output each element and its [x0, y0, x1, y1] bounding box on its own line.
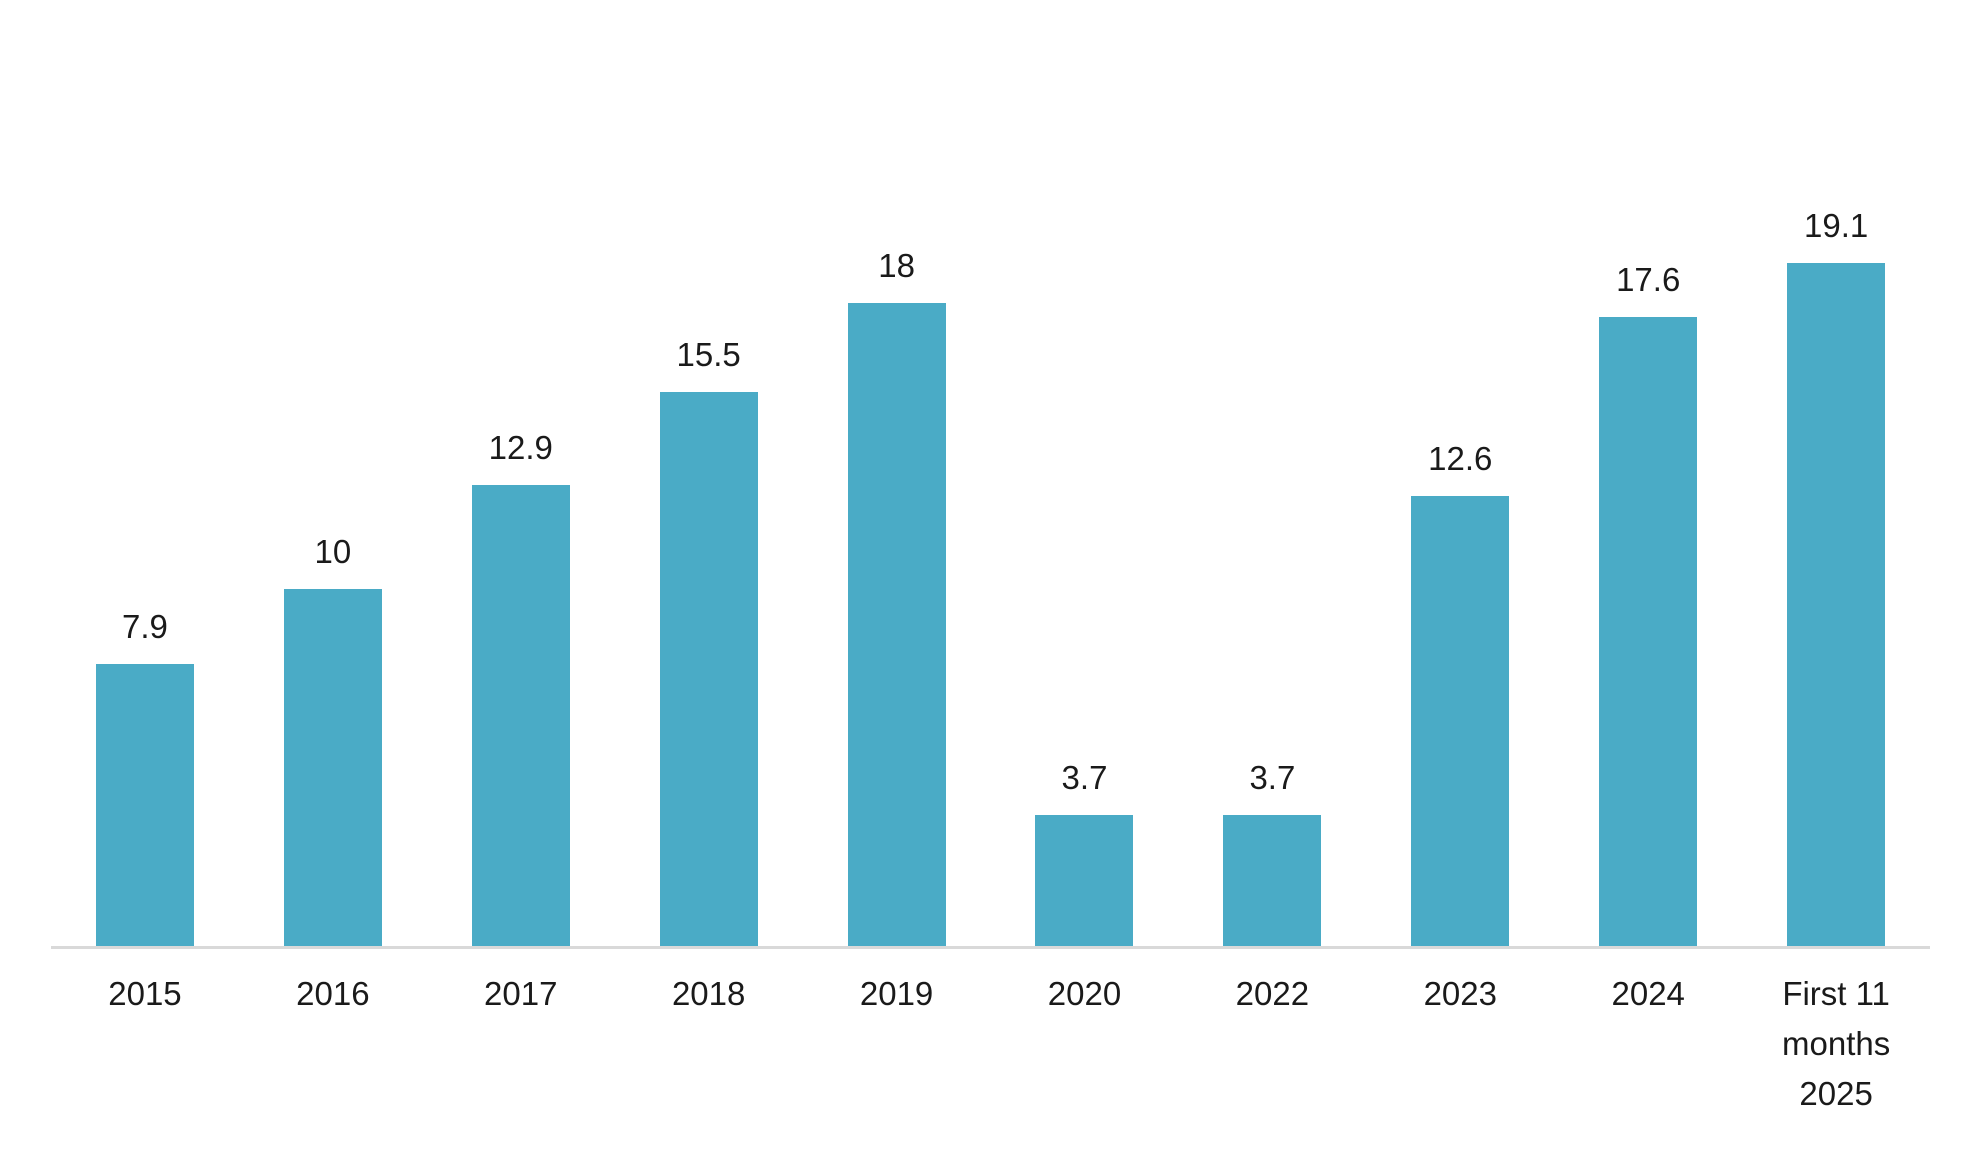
x-axis-tick-label-text: 2022 [1235, 975, 1310, 1012]
x-axis-tick-label-text: 2024 [1611, 975, 1685, 1012]
x-axis-tick-label: 2023 [1366, 969, 1554, 1119]
bar [847, 303, 946, 947]
x-axis-tick-label-text: 2016 [296, 975, 370, 1012]
bar [95, 664, 194, 947]
x-axis-tick-label-text: 2020 [1047, 975, 1122, 1012]
bar-column: 10 [239, 532, 427, 947]
bar [1411, 496, 1510, 947]
x-axis-tick-label-text: 2018 [671, 975, 746, 1012]
bar-column: 12.6 [1366, 439, 1554, 947]
x-axis-tick-label-text: 2019 [859, 975, 934, 1012]
bar [1787, 263, 1886, 947]
x-axis-tick-label: 2015 [51, 969, 239, 1119]
x-axis-tick-label: 2019 [803, 969, 991, 1119]
bar-column: 3.7 [991, 758, 1179, 947]
x-axis-tick-label: 2016 [239, 969, 427, 1119]
bar-column: 12.9 [427, 428, 615, 947]
x-axis-labels: 2015 2016 2017 2018 2019 2020 2022 2023 2024 Firs… [51, 969, 1930, 1119]
bar-column: 7.9 [51, 607, 239, 947]
x-axis-tick-label: 2017 [427, 969, 615, 1119]
bar-value-label: 3.7 [1249, 759, 1296, 796]
bar-value-label: 19.1 [1803, 207, 1869, 244]
bar-value-label: 7.9 [122, 608, 168, 645]
x-axis-tick-label: 2020 [991, 969, 1179, 1119]
bar-value-label: 17.6 [1616, 261, 1681, 298]
x-axis-tick-label-text: 2017 [484, 975, 558, 1012]
bar [471, 485, 570, 947]
bar-value-label: 15.5 [676, 336, 741, 373]
bar-column: 19.1 [1742, 206, 1930, 947]
bar-value-label: 12.6 [1428, 440, 1493, 477]
bar-value-label: 10 [314, 533, 352, 570]
x-axis-tick-label-text: 2015 [108, 975, 182, 1012]
bar-column: 17.6 [1554, 260, 1742, 947]
bar-column: 3.7 [1178, 758, 1366, 947]
bar [283, 589, 382, 947]
x-axis-tick-label: 2024 [1554, 969, 1742, 1119]
bar [659, 392, 758, 947]
x-axis-tick-label-text: First 11 months 2025 [1782, 975, 1891, 1112]
x-axis-line [51, 946, 1930, 949]
x-axis-tick-label-text: 2023 [1423, 975, 1497, 1012]
bar-column: 18 [803, 246, 991, 947]
x-axis-tick-label: 2022 [1178, 969, 1366, 1119]
bar [1599, 317, 1698, 947]
bar-value-label: 18 [878, 247, 915, 284]
bar [1035, 815, 1134, 947]
bar-value-label: 12.9 [488, 429, 553, 466]
x-axis-tick-label: 2018 [615, 969, 803, 1119]
bar-value-label: 3.7 [1061, 759, 1108, 796]
x-axis-tick-label: First 11 months 2025 [1742, 969, 1930, 1119]
bars-container: 7.9 10 12.9 15.5 18 3.7 3.7 12.6 17.6 19.1 [51, 206, 1930, 947]
bar [1223, 815, 1322, 947]
bar-column: 15.5 [615, 335, 803, 947]
